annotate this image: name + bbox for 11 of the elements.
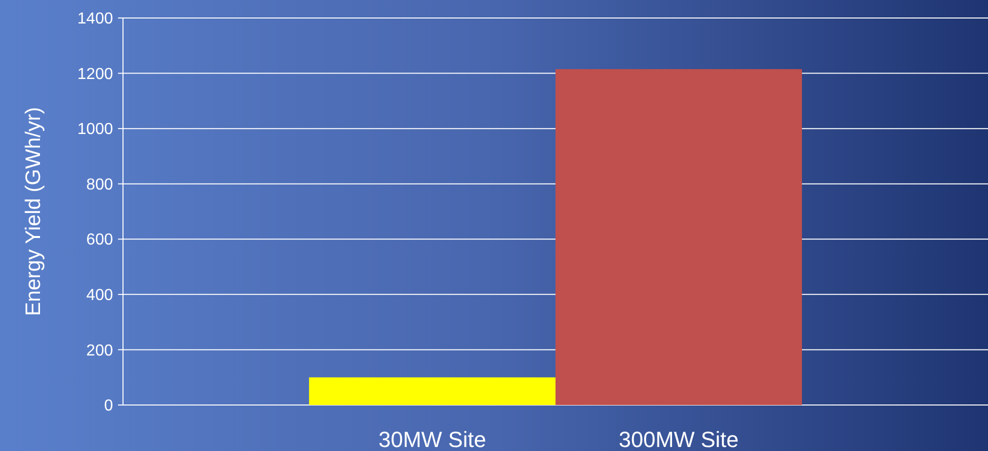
y-tick-label: 1000 (77, 121, 114, 138)
y-tick-label: 200 (86, 342, 114, 360)
x-tick-label: 30MW Site (378, 427, 486, 451)
y-tick-label: 1200 (77, 66, 114, 83)
x-tick-label: 300MW Site (618, 427, 739, 451)
y-axis-title: Energy Yield (GWh/yr) (22, 107, 45, 316)
y-tick-label: 0 (104, 398, 114, 415)
y-tick-label: 600 (86, 232, 114, 249)
y-tick-label: 800 (86, 176, 114, 194)
y-tick-label: 400 (86, 287, 114, 304)
y-tick-label: 1400 (77, 10, 114, 28)
